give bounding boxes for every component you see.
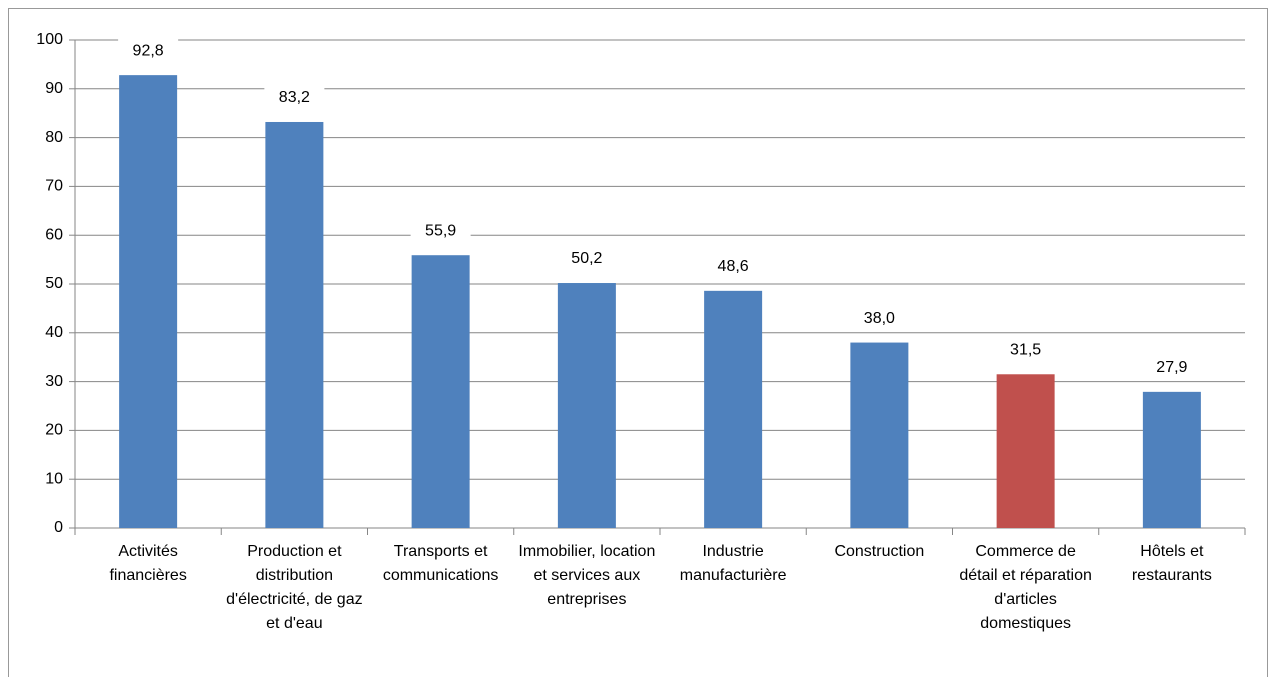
x-tick-label: Construction — [834, 543, 925, 560]
chart-border — [8, 8, 1268, 677]
y-tick-label: 60 — [45, 226, 63, 243]
x-tick-label: Hôtels et restaurants — [1131, 543, 1212, 584]
x-tick-label: Commerce de détail et réparation d'artic… — [959, 543, 1092, 632]
y-tick-label: 80 — [45, 129, 63, 146]
value-label: 55,9 — [425, 222, 456, 239]
value-label: 92,8 — [133, 42, 164, 59]
value-label: 48,6 — [718, 258, 749, 275]
y-tick-label: 50 — [45, 275, 63, 292]
bar — [411, 255, 470, 528]
x-tick-label: Activités financières — [109, 543, 187, 584]
bar — [557, 283, 616, 528]
x-tick-label: Production et distribution d'électricité… — [226, 543, 363, 632]
y-tick-label: 20 — [45, 422, 63, 439]
x-tick-label: Immobilier, location et services aux ent… — [518, 543, 656, 608]
bar — [704, 290, 763, 528]
y-tick-label: 90 — [45, 80, 63, 97]
value-label-bg — [264, 85, 325, 110]
value-label: 31,5 — [1010, 341, 1041, 358]
bar — [1142, 391, 1201, 528]
y-tick-label: 10 — [45, 470, 63, 487]
y-tick-label: 30 — [45, 373, 63, 390]
y-tick-label: 100 — [36, 31, 63, 48]
value-label-bg — [1141, 355, 1202, 380]
value-label: 83,2 — [279, 89, 310, 106]
y-tick-label: 40 — [45, 324, 63, 341]
value-label: 50,2 — [571, 250, 602, 267]
bar — [996, 374, 1055, 528]
value-label-bg — [849, 306, 910, 331]
x-tick-label: Transports et communications — [382, 543, 499, 584]
value-label: 38,0 — [864, 310, 895, 327]
value-label-bg — [556, 247, 617, 272]
bar — [850, 342, 909, 528]
value-label: 27,9 — [1156, 359, 1187, 376]
y-tick-label: 70 — [45, 178, 63, 195]
y-tick-label: 0 — [54, 519, 63, 536]
x-tick-label: Industrie manufacturière — [679, 543, 787, 584]
bar — [265, 121, 324, 528]
value-label-bg — [995, 338, 1056, 363]
value-label-bg — [410, 219, 471, 244]
value-label-bg — [118, 39, 179, 64]
bar — [119, 75, 178, 529]
value-label-bg — [703, 254, 764, 279]
